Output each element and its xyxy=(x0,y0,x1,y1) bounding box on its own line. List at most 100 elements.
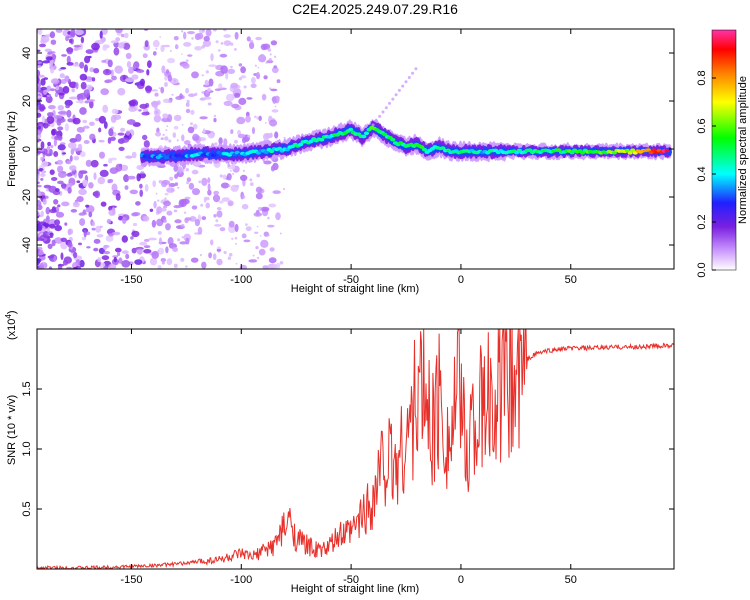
noise-blob xyxy=(152,180,156,188)
branch-dot xyxy=(384,106,388,110)
snr-frame xyxy=(36,328,675,570)
noise-blob xyxy=(121,216,127,224)
spectrogram-plot-area xyxy=(37,29,672,269)
noise-dot xyxy=(155,211,160,215)
noise-blob xyxy=(121,235,128,243)
noise-blob xyxy=(42,60,50,64)
noise-blob xyxy=(49,223,56,229)
noise-dot xyxy=(220,42,224,45)
noise-blob xyxy=(151,100,159,108)
noise-dot xyxy=(283,136,286,139)
noise-blob xyxy=(37,125,41,130)
noise-blob xyxy=(108,209,116,216)
noise-dot xyxy=(177,186,180,189)
noise-dot xyxy=(186,99,190,104)
noise-blob xyxy=(78,188,87,196)
noise-blob xyxy=(241,203,249,210)
noise-blob xyxy=(120,137,130,143)
noise-blob xyxy=(37,95,42,99)
noise-blob xyxy=(250,77,256,84)
noise-blob xyxy=(205,202,210,209)
noise-blob xyxy=(183,42,192,47)
noise-blob xyxy=(172,247,179,252)
noise-blob xyxy=(53,199,59,205)
noise-blob xyxy=(120,33,125,38)
noise-blob xyxy=(56,118,62,126)
noise-blob xyxy=(243,239,251,243)
noise-blob xyxy=(202,128,206,134)
colorbar-label: Normalized spectral amplitude xyxy=(737,76,749,224)
noise-dot xyxy=(279,261,284,265)
noise-blob xyxy=(72,64,81,67)
noise-blob xyxy=(159,208,167,212)
noise-dot xyxy=(154,106,158,110)
noise-dot xyxy=(190,122,193,126)
noise-blob xyxy=(67,187,72,194)
noise-blob xyxy=(223,100,233,107)
noise-blob xyxy=(160,86,165,94)
noise-blob xyxy=(74,47,81,51)
noise-blob xyxy=(98,115,106,124)
noise-blob xyxy=(213,214,217,218)
noise-blob xyxy=(45,206,51,215)
noise-dot xyxy=(230,65,233,69)
noise-blob xyxy=(40,210,44,217)
noise-blob xyxy=(46,94,50,98)
noise-blob xyxy=(164,82,168,87)
noise-dot xyxy=(252,254,255,257)
noise-blob xyxy=(37,86,40,93)
noise-blob xyxy=(37,191,42,196)
noise-dot xyxy=(268,121,272,124)
noise-blob xyxy=(89,100,94,109)
noise-blob xyxy=(62,259,69,266)
noise-blob xyxy=(79,218,86,226)
noise-blob xyxy=(54,237,63,244)
noise-blob xyxy=(68,38,73,44)
noise-blob xyxy=(131,151,137,159)
noise-blob xyxy=(260,206,270,212)
noise-blob xyxy=(173,263,178,268)
ridge-core xyxy=(390,137,396,142)
colorbar: 0.0 0.2 0.4 0.6 0.8 Normalized spectral ampl… xyxy=(696,29,749,278)
noise-blob xyxy=(68,96,78,100)
noise-blob xyxy=(165,246,169,254)
noise-blob xyxy=(73,155,80,161)
noise-blob xyxy=(268,257,277,264)
noise-blob xyxy=(223,34,231,38)
noise-blob xyxy=(151,250,159,259)
noise-blob xyxy=(189,216,197,222)
noise-blob xyxy=(111,231,121,236)
noise-blob xyxy=(173,165,179,172)
noise-blob xyxy=(273,65,278,69)
noise-blob xyxy=(203,96,212,100)
noise-dot xyxy=(163,183,165,186)
branch-dot xyxy=(388,101,391,105)
noise-blob xyxy=(41,160,49,167)
noise-blob xyxy=(132,64,137,70)
noise-blob xyxy=(51,177,58,181)
y-tick-label: 1.5 xyxy=(21,381,33,396)
noise-dot xyxy=(266,233,270,237)
noise-blob xyxy=(143,140,150,148)
ridge-core xyxy=(419,145,425,149)
noise-dot xyxy=(260,53,265,58)
noise-blob xyxy=(131,74,139,80)
noise-dot xyxy=(231,237,234,240)
noise-blob xyxy=(187,30,195,35)
noise-blob xyxy=(59,73,65,79)
noise-blob xyxy=(49,88,56,92)
ridge-core xyxy=(284,147,290,152)
noise-blob xyxy=(185,217,192,221)
noise-blob xyxy=(161,259,166,265)
noise-blob xyxy=(219,53,228,58)
noise-blob xyxy=(255,192,263,200)
noise-blob xyxy=(240,75,247,79)
noise-blob xyxy=(270,88,278,92)
noise-blob xyxy=(220,65,228,74)
noise-blob xyxy=(57,126,64,131)
noise-blob xyxy=(42,198,47,205)
noise-blob xyxy=(205,196,210,201)
noise-blob xyxy=(258,115,262,122)
spectrogram-y-label: Frequency (Hz) xyxy=(6,111,18,187)
noise-blob xyxy=(262,265,269,269)
